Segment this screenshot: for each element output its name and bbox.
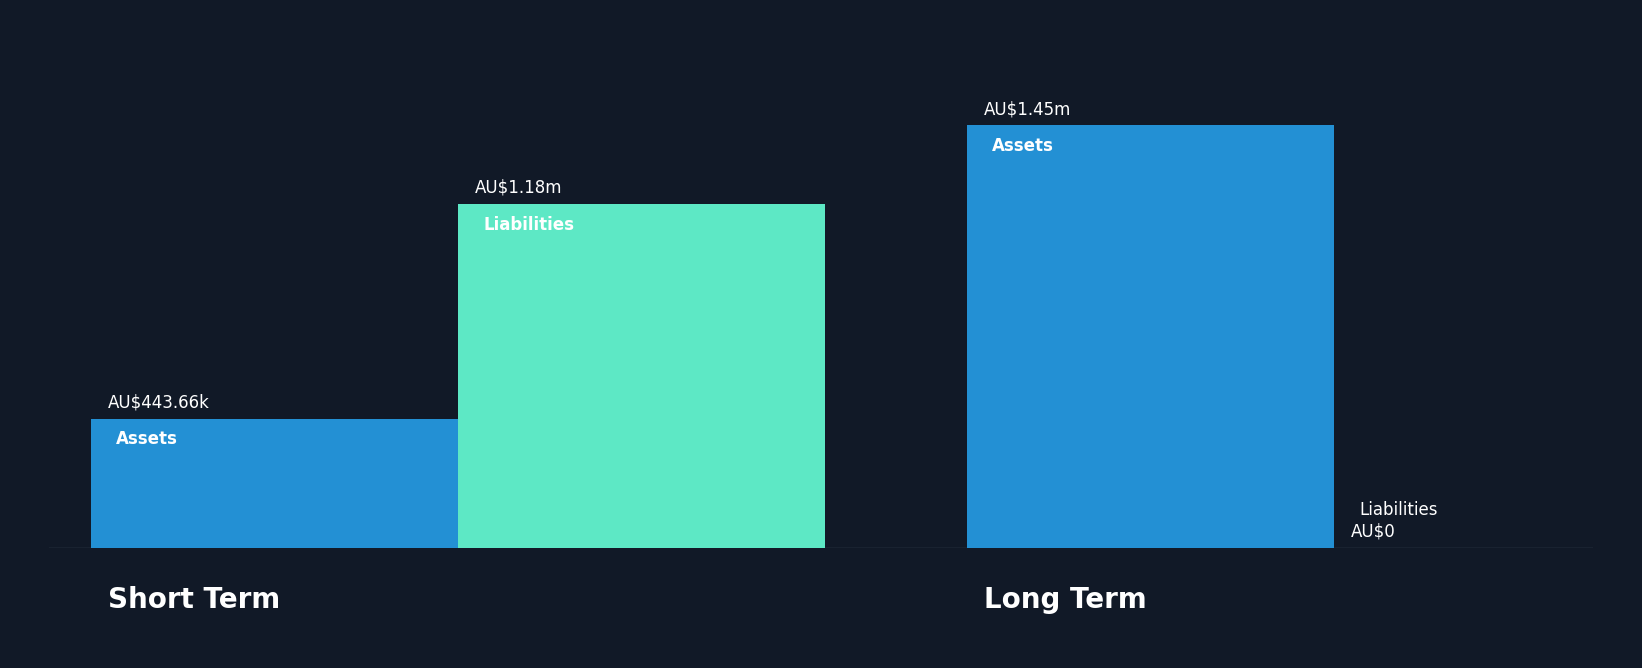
Bar <box>458 204 826 548</box>
Bar <box>90 419 458 548</box>
Text: AU$443.66k: AU$443.66k <box>108 393 210 411</box>
Text: AU$1.18m: AU$1.18m <box>475 179 562 197</box>
Text: Short Term: Short Term <box>108 586 279 614</box>
Text: Assets: Assets <box>117 430 177 448</box>
Text: Assets: Assets <box>992 137 1054 155</box>
Bar <box>967 126 1333 548</box>
Text: AU$0: AU$0 <box>1351 522 1396 540</box>
Text: AU$1.45m: AU$1.45m <box>984 100 1071 118</box>
Text: Liabilities: Liabilities <box>483 216 575 234</box>
Text: Liabilities: Liabilities <box>1360 500 1438 518</box>
Text: Long Term: Long Term <box>984 586 1146 614</box>
